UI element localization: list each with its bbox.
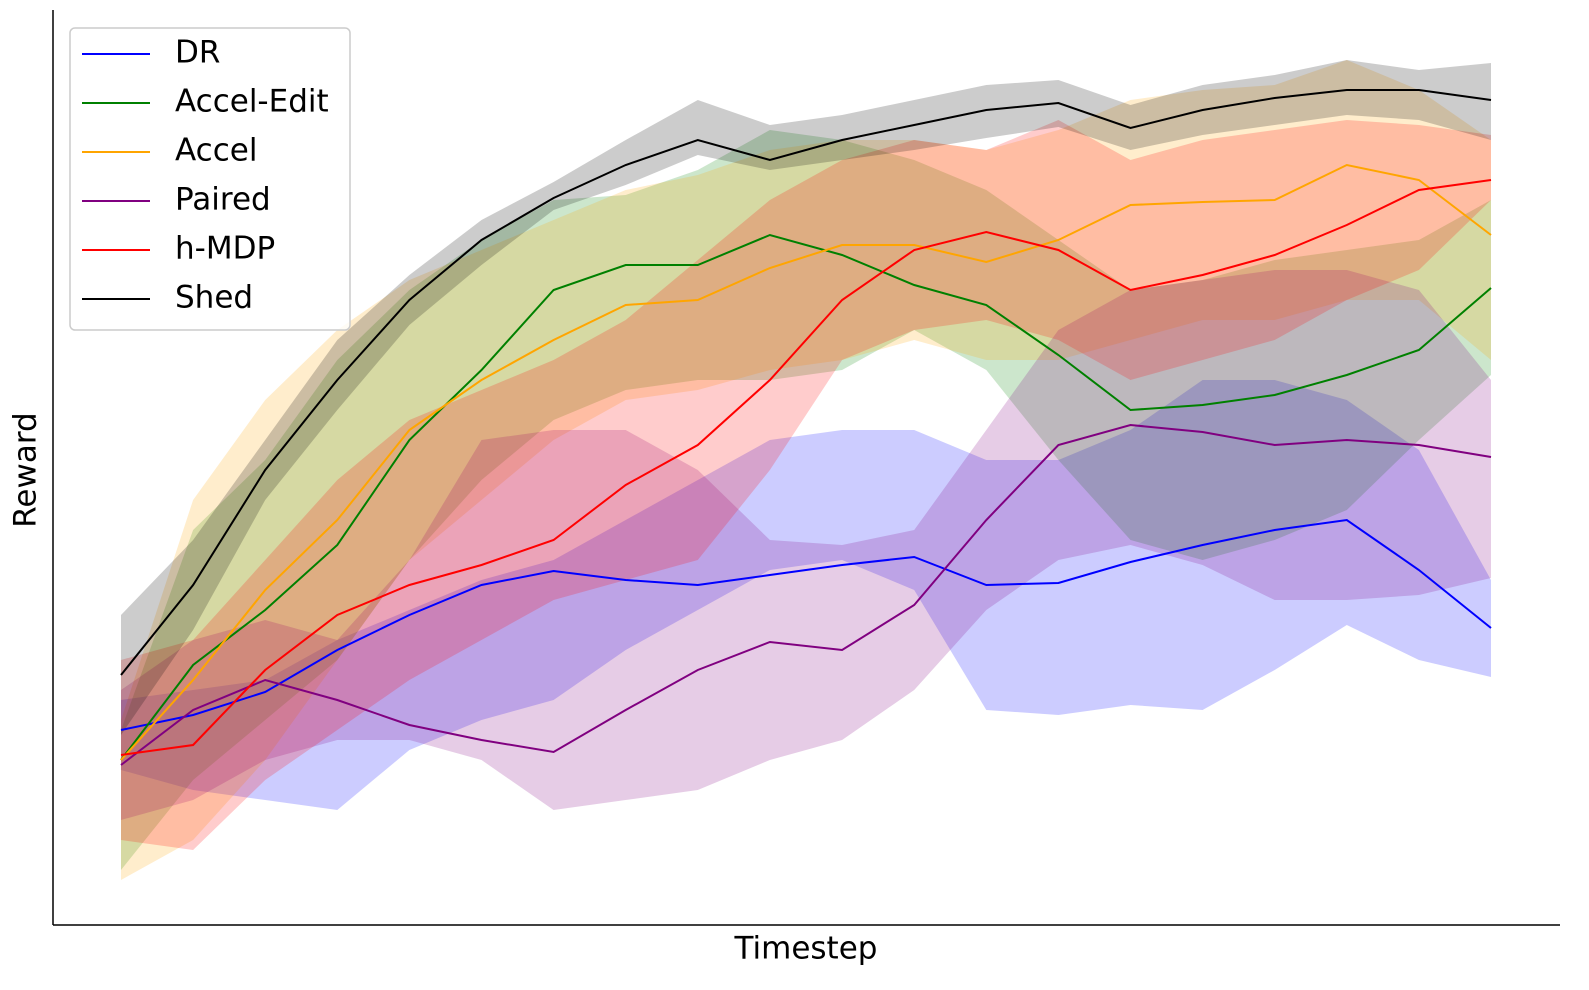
band: [121, 380, 1491, 810]
lines: [120, 89, 1492, 766]
band: [121, 60, 1491, 880]
legend-label: Paired: [175, 182, 271, 218]
legend: DR Accel-Edit Accel Paired h-MDP Shed: [69, 27, 351, 331]
x-axis-label: Timestep: [734, 931, 878, 967]
band: [121, 130, 1491, 870]
line: [120, 518, 1492, 731]
legend-label: h-MDP: [175, 231, 275, 267]
line: [120, 179, 1492, 756]
bands: [121, 60, 1491, 880]
band: [121, 270, 1491, 820]
legend-label: Accel: [175, 133, 257, 169]
line: [120, 89, 1492, 676]
line: [120, 163, 1492, 761]
legend-label: DR: [175, 35, 220, 71]
band: [121, 120, 1491, 850]
legend-label: Shed: [175, 280, 253, 316]
line: [120, 423, 1492, 766]
legend-label: Accel-Edit: [175, 84, 329, 120]
line: [120, 233, 1492, 761]
y-axis-label: Reward: [8, 412, 44, 527]
